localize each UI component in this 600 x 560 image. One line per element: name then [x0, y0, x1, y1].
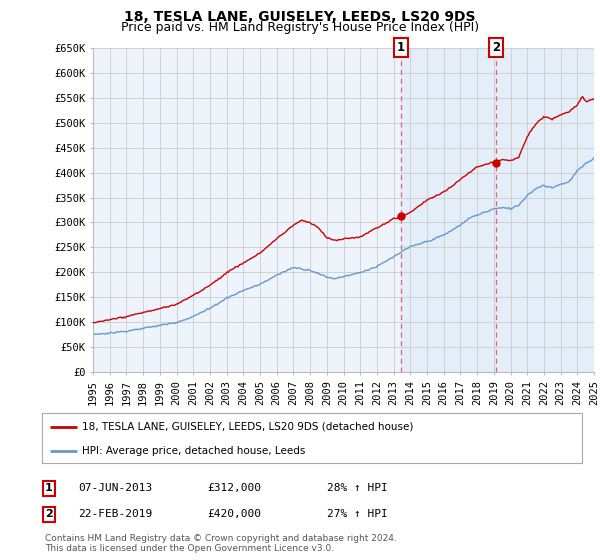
Text: HPI: Average price, detached house, Leeds: HPI: Average price, detached house, Leed… [83, 446, 306, 455]
Text: 18, TESLA LANE, GUISELEY, LEEDS, LS20 9DS (detached house): 18, TESLA LANE, GUISELEY, LEEDS, LS20 9D… [83, 422, 414, 432]
Text: 22-FEB-2019: 22-FEB-2019 [78, 509, 152, 519]
Text: 27% ↑ HPI: 27% ↑ HPI [327, 509, 388, 519]
Text: £312,000: £312,000 [207, 483, 261, 493]
Text: 28% ↑ HPI: 28% ↑ HPI [327, 483, 388, 493]
Text: Price paid vs. HM Land Registry's House Price Index (HPI): Price paid vs. HM Land Registry's House … [121, 21, 479, 34]
Text: 1: 1 [397, 41, 405, 54]
Text: £420,000: £420,000 [207, 509, 261, 519]
Text: 1: 1 [45, 483, 53, 493]
Text: 2: 2 [45, 509, 53, 519]
Text: Contains HM Land Registry data © Crown copyright and database right 2024.
This d: Contains HM Land Registry data © Crown c… [45, 534, 397, 553]
Text: 07-JUN-2013: 07-JUN-2013 [78, 483, 152, 493]
Text: 18, TESLA LANE, GUISELEY, LEEDS, LS20 9DS: 18, TESLA LANE, GUISELEY, LEEDS, LS20 9D… [124, 10, 476, 24]
Text: 2: 2 [492, 41, 500, 54]
Bar [401, 48, 594, 372]
